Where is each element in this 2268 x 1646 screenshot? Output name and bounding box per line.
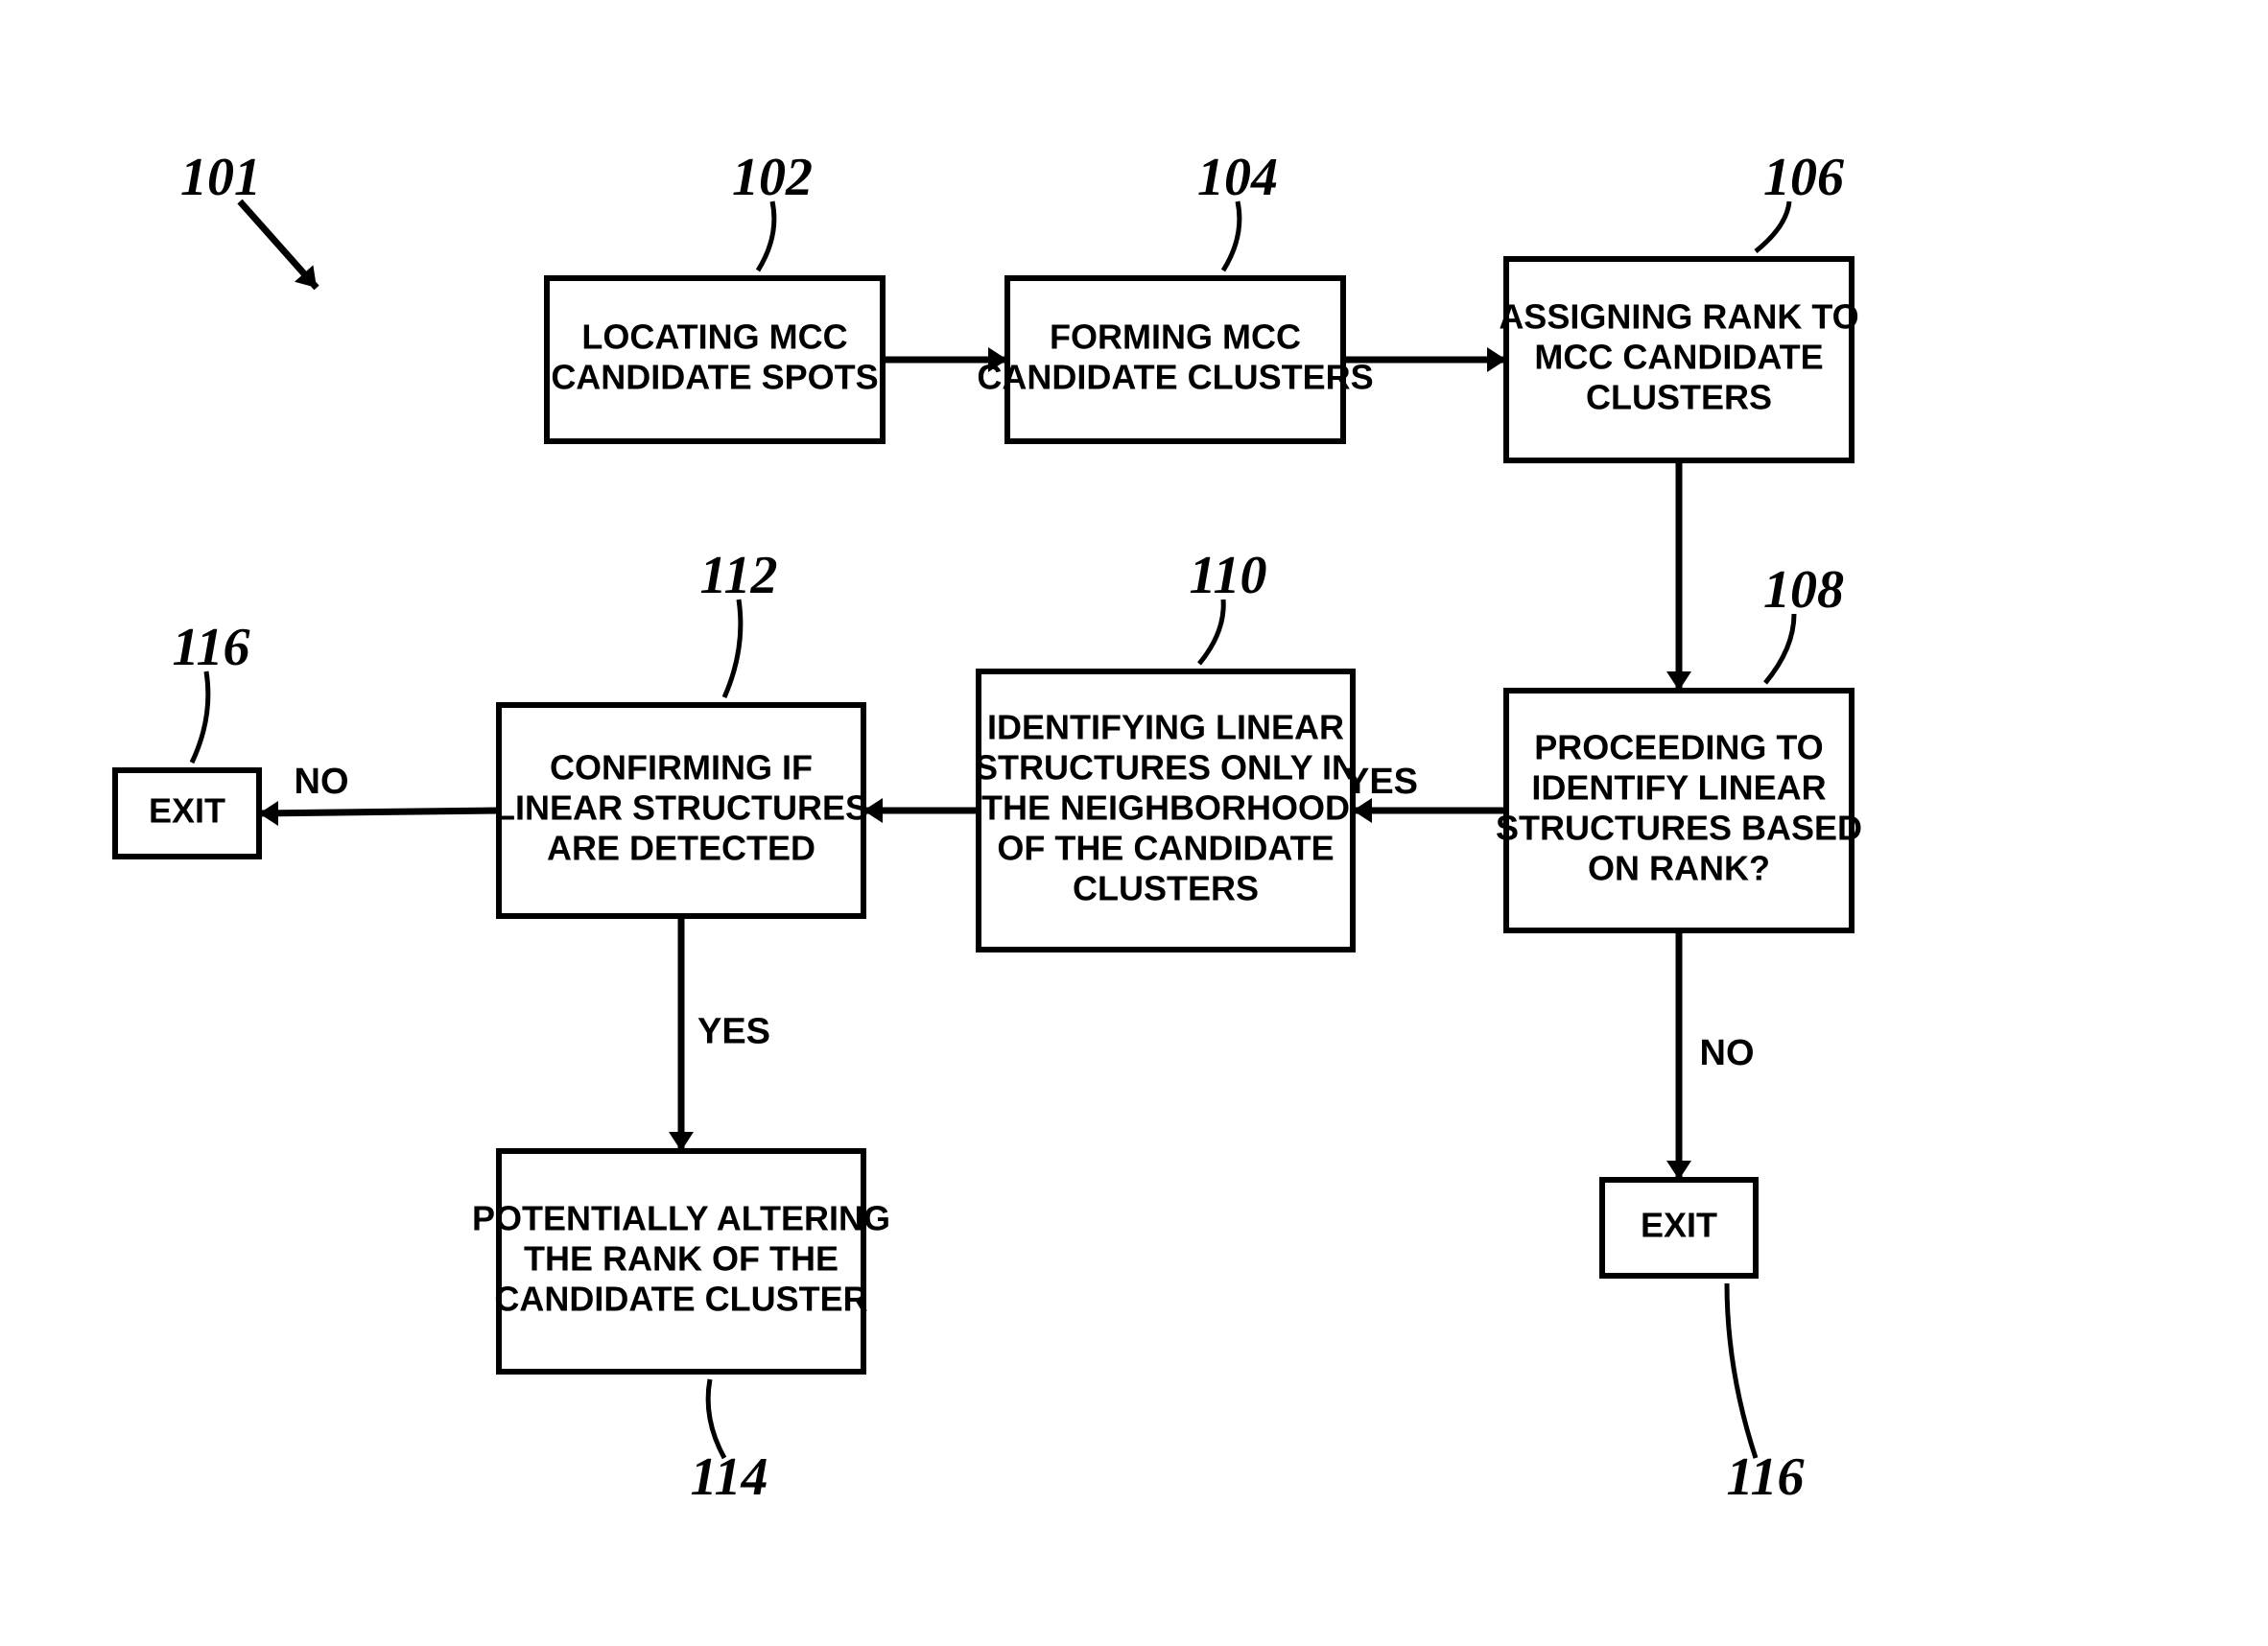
svg-text:MCC CANDIDATE: MCC CANDIDATE [1534,338,1823,377]
ref-leader [1223,201,1240,270]
ref-leader [1727,1283,1756,1458]
ref-label-r116a: 116 [173,618,250,677]
flow-node-n114: POTENTIALLY ALTERINGTHE RANK OF THECANDI… [472,1151,890,1372]
ref-label-r101: 101 [180,148,261,207]
ref-label-r106: 106 [1763,148,1844,207]
flow-node-n112: CONFIRMING IFLINEAR STRUCTURESARE DETECT… [494,705,868,916]
flow-node-n110: IDENTIFYING LINEARSTRUCTURES ONLY INTHE … [975,671,1357,950]
svg-text:THE NEIGHBORHOOD: THE NEIGHBORHOOD [981,788,1350,828]
svg-text:IDENTIFY LINEAR: IDENTIFY LINEAR [1531,768,1826,808]
ref-label-r114: 114 [691,1447,768,1507]
svg-text:ASSIGNING RANK TO: ASSIGNING RANK TO [1499,297,1858,337]
flow-node-n106: ASSIGNING RANK TOMCC CANDIDATECLUSTERS [1499,259,1858,460]
svg-text:STRUCTURES ONLY IN: STRUCTURES ONLY IN [975,748,1357,788]
svg-text:CONFIRMING IF: CONFIRMING IF [550,748,813,788]
edge-label: NO [295,762,349,802]
svg-text:IDENTIFYING LINEAR: IDENTIFYING LINEAR [987,708,1344,747]
ref-leader [724,600,741,697]
flow-node-n102: LOCATING MCCCANDIDATE SPOTS [547,278,883,441]
ref-leader [1765,614,1794,683]
ref-leader [758,201,774,270]
edge-label: YES [697,1012,770,1052]
svg-text:CANDIDATE CLUSTERS: CANDIDATE CLUSTERS [977,358,1373,397]
flow-node-n116b: EXIT [1602,1180,1756,1276]
ref-label-r116b: 116 [1727,1447,1805,1507]
ref-label-r102: 102 [732,148,813,207]
connector-c112_116a [259,811,499,813]
svg-text:STRUCTURES BASED: STRUCTURES BASED [1496,809,1862,848]
svg-text:CLUSTERS: CLUSTERS [1586,378,1772,417]
edge-label: YES [1345,762,1418,802]
svg-text:CANDIDATE CLUSTER: CANDIDATE CLUSTER [494,1280,867,1319]
ref-leader [708,1379,724,1458]
svg-text:PROCEEDING TO: PROCEEDING TO [1534,728,1823,767]
svg-text:ON RANK?: ON RANK? [1588,849,1770,888]
edge-label: NO [1700,1033,1755,1073]
svg-text:CLUSTERS: CLUSTERS [1073,869,1259,908]
svg-text:THE RANK OF THE: THE RANK OF THE [524,1239,839,1279]
svg-text:OF THE CANDIDATE: OF THE CANDIDATE [997,829,1334,868]
svg-text:EXIT: EXIT [1641,1206,1717,1245]
flow-node-n104: FORMING MCCCANDIDATE CLUSTERS [977,278,1373,441]
flow-node-n108: PROCEEDING TOIDENTIFY LINEARSTRUCTURES B… [1496,691,1862,930]
svg-text:POTENTIALLY ALTERING: POTENTIALLY ALTERING [472,1199,890,1238]
ref-label-r108: 108 [1763,560,1844,620]
svg-text:ARE DETECTED: ARE DETECTED [547,829,815,868]
ref-label-r110: 110 [1190,546,1267,605]
flow-node-n116a: EXIT [115,770,259,857]
svg-text:LOCATING MCC: LOCATING MCC [581,317,847,357]
svg-text:CANDIDATE SPOTS: CANDIDATE SPOTS [551,358,878,397]
svg-text:FORMING MCC: FORMING MCC [1050,317,1301,357]
svg-text:LINEAR STRUCTURES: LINEAR STRUCTURES [494,788,868,828]
ref-leader [1199,600,1223,664]
svg-text:EXIT: EXIT [149,791,225,831]
ref-leader [192,671,208,763]
flowchart-canvas: LOCATING MCCCANDIDATE SPOTSFORMING MCCCA… [0,0,2268,1646]
ref-label-r112: 112 [700,546,778,605]
ref-leader [1756,201,1789,251]
ref-label-r104: 104 [1197,148,1278,207]
